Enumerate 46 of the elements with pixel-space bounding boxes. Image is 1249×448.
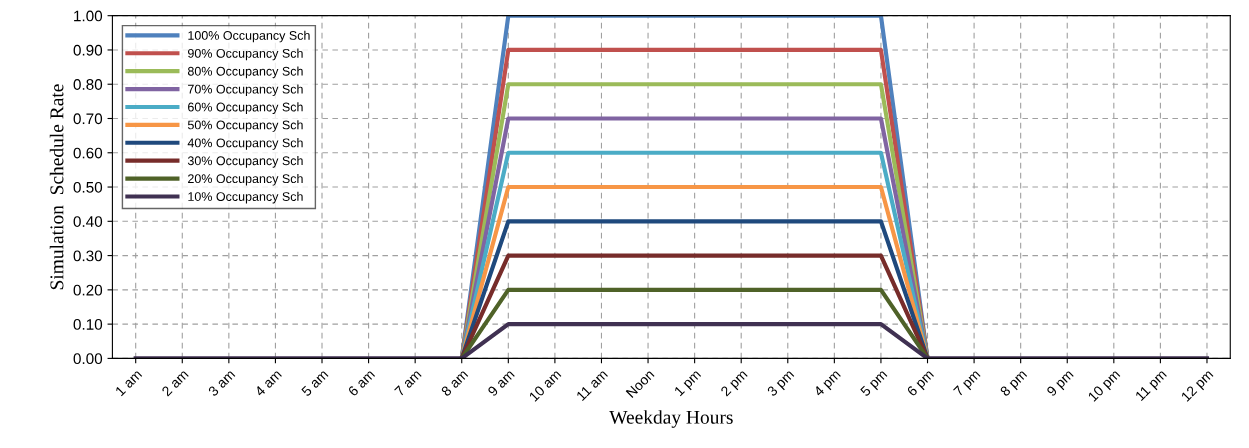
y-tick-label: 0.10	[73, 319, 103, 330]
y-tick-label: 0.50	[73, 181, 103, 193]
y-tick-label: 0.40	[73, 216, 103, 227]
x-tick-label: 10 am	[528, 369, 562, 402]
x-tick-label: 11 pm	[1134, 369, 1169, 404]
x-tick-label: 6 pm	[906, 369, 937, 399]
x-tick-label: 1 pm	[673, 369, 704, 399]
y-tick-label: 0.70	[73, 113, 103, 125]
legend-label: 70% Occupancy Sch	[188, 84, 303, 97]
x-tick-label: 9 am	[487, 369, 515, 397]
y-tick-label: 0.60	[73, 147, 103, 159]
y-tick-label: 0.20	[73, 284, 103, 296]
x-tick-label: 7 am	[394, 369, 422, 397]
y-tick-label: 0.80	[73, 79, 103, 90]
x-axis-title: Weekday Hours	[609, 410, 733, 428]
x-tick-label: 8 pm	[999, 369, 1030, 399]
y-tick-label: 1.00	[74, 10, 103, 22]
x-tick-label: 6 am	[347, 369, 376, 397]
legend-label: 100% Occupancy Sch	[188, 30, 310, 43]
legend-label: 30% Occupancy Sch	[187, 156, 303, 168]
x-tick-label: 9 pm	[1046, 369, 1076, 399]
y-tick-label: 0.90	[73, 44, 103, 56]
y-axis-title: Simulation Schedule Rate	[49, 84, 64, 290]
x-tick-label: 4 pm	[813, 369, 843, 399]
legend-label: 40% Occupancy Sch	[187, 138, 303, 150]
x-tick-label: 5 pm	[859, 369, 890, 399]
x-tick-label: 5 am	[300, 369, 329, 397]
legend-label: 50% Occupancy Sch	[187, 120, 303, 132]
x-tick-label: 2 pm	[720, 369, 750, 399]
x-tick-label: 7 pm	[953, 369, 983, 399]
x-tick-label: 3 pm	[766, 369, 797, 399]
legend-label: 20% Occupancy Sch	[188, 173, 303, 186]
y-tick-label: 0.00	[73, 353, 103, 365]
legend-label: 10% Occupancy Sch	[188, 191, 303, 204]
x-tick-label: 11 am	[576, 369, 609, 402]
x-tick-label: 1 am	[114, 369, 143, 397]
y-tick-label: 0.30	[73, 250, 103, 262]
x-tick-label: 4 am	[254, 369, 282, 397]
x-tick-label: 10 pm	[1087, 369, 1123, 404]
x-tick-label: 3 am	[207, 369, 236, 397]
x-tick-label: 12 pm	[1180, 369, 1216, 404]
x-tick-label: 8 am	[440, 369, 469, 397]
legend-label: 90% Occupancy Sch	[188, 48, 303, 61]
legend-label: 60% Occupancy Sch	[188, 102, 303, 114]
x-tick-label: 2 am	[161, 369, 189, 397]
legend-label: 80% Occupancy Sch	[187, 66, 303, 79]
